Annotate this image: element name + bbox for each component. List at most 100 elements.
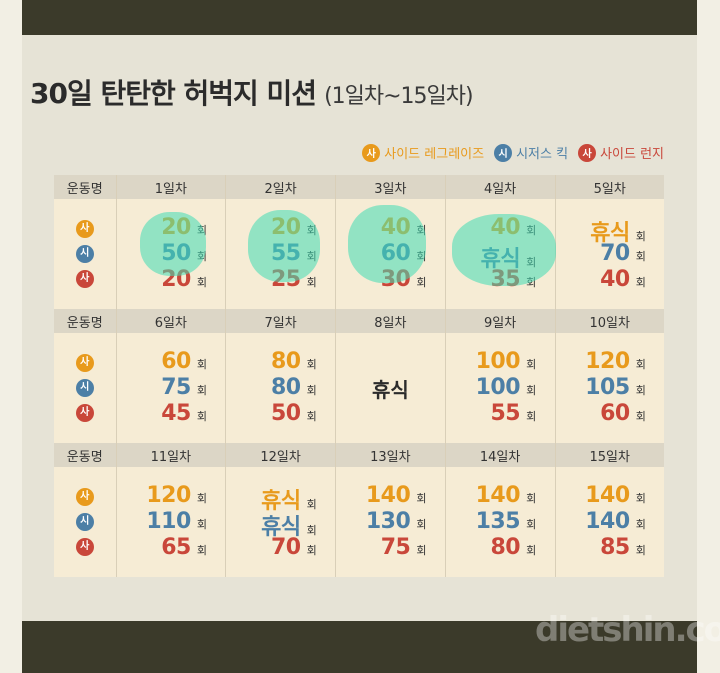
day-header: 3일차 <box>335 175 446 199</box>
day-header: 2일차 <box>225 175 336 199</box>
scissor-kick-badge: 시 <box>494 143 513 162</box>
rep-unit: 회 <box>635 276 646 289</box>
day-header: 7일차 <box>225 309 336 333</box>
rep-unit: 회 <box>635 384 646 397</box>
rep-unit: 회 <box>526 358 537 371</box>
exercise-badge: 사 <box>75 488 94 506</box>
rep-count: 85 <box>600 535 630 560</box>
legend-item-side-lunge: 사 사이드 런지 <box>578 143 664 162</box>
rep-unit: 회 <box>306 544 317 557</box>
day-cell: 80 회 80 회 50 회 <box>225 333 336 443</box>
rep-unit: 회 <box>416 276 427 289</box>
exercise-badge: 사 <box>75 270 94 288</box>
rep-count: 80 <box>490 535 521 560</box>
exercise-header: 운동명 <box>54 175 116 199</box>
rep-count: 120 <box>585 349 630 374</box>
exercise-badge: 시 <box>75 379 94 397</box>
rep-unit: 회 <box>416 518 427 531</box>
day-cell: 휴식 회 70 회 40 회 <box>554 199 664 309</box>
day-cell: 120 회 105 회 60 회 <box>554 333 664 443</box>
rep-unit: 회 <box>526 518 537 531</box>
day-header: 15일차 <box>554 443 664 467</box>
rep-count: 휴식 <box>590 221 630 246</box>
rep-count: 100 <box>475 375 521 400</box>
day-cell: 휴식 회 휴식 회 70 회 <box>225 467 336 577</box>
bottom-bar <box>22 621 697 673</box>
rep-count: 100 <box>475 349 521 374</box>
rep-unit: 회 <box>306 358 317 371</box>
day-header: 13일차 <box>335 443 446 467</box>
rep-count: 120 <box>146 483 191 508</box>
rep-unit: 회 <box>196 358 207 371</box>
exercise-badge: 사 <box>75 404 94 422</box>
day-header: 11일차 <box>115 443 226 467</box>
values-row: 사 시 사 60 회 75 회 45 회 80 회 80 회 50 회 휴식 100 회 100 회 55 회 120 회 10… <box>54 333 664 443</box>
rep-count: 75 <box>380 535 411 560</box>
rep-count: 70 <box>270 535 301 560</box>
day-cell: 140 회 140 회 85 회 <box>554 467 664 577</box>
day-header: 14일차 <box>444 443 555 467</box>
rep-unit: 회 <box>635 492 646 505</box>
rep-unit: 회 <box>635 410 646 423</box>
rep-count: 140 <box>585 509 630 534</box>
rep-unit: 회 <box>306 498 317 511</box>
rep-count: 140 <box>585 483 630 508</box>
rep-unit: 회 <box>526 492 537 505</box>
rep-count: 140 <box>475 483 521 508</box>
top-bar <box>22 0 697 35</box>
exercise-badge: 사 <box>75 538 94 556</box>
rep-count: 65 <box>161 535 191 560</box>
day-header: 5일차 <box>554 175 664 199</box>
day-cell: 100 회 100 회 55 회 <box>444 333 555 443</box>
rep-unit: 회 <box>196 384 207 397</box>
day-header: 12일차 <box>225 443 336 467</box>
legend: 사 사이드 레그레이즈 시 시저스 킥 사 사이드 런지 <box>362 143 664 162</box>
rep-unit: 회 <box>306 384 317 397</box>
day-cell: 140 회 130 회 75 회 <box>335 467 446 577</box>
day-header: 9일차 <box>444 309 555 333</box>
rep-count: 135 <box>475 509 521 534</box>
rep-count: 130 <box>365 509 411 534</box>
rep-unit: 회 <box>306 276 317 289</box>
header-row: 운동명 11일차 12일차 13일차 14일차 15일차 <box>54 443 664 467</box>
rep-count: 60 <box>161 349 191 374</box>
rep-unit: 회 <box>196 276 207 289</box>
highlight-marker <box>140 212 206 276</box>
legend-label: 사이드 런지 <box>600 147 664 162</box>
header-row: 운동명 1일차 2일차 3일차 4일차 5일차 <box>54 175 664 199</box>
day-header: 8일차 <box>335 309 446 333</box>
values-row: 사 시 사 120 회 110 회 65 회 휴식 회 휴식 회 70 회 140 회 130 회 75 회 140 회 13… <box>54 467 664 577</box>
rep-count: 80 <box>270 349 301 374</box>
side-leg-raise-badge: 사 <box>362 143 381 162</box>
rep-unit: 회 <box>416 544 427 557</box>
rep-unit: 회 <box>526 544 537 557</box>
exercise-badge: 사 <box>75 354 94 372</box>
legend-item-side-leg-raise: 사 사이드 레그레이즈 <box>362 143 484 162</box>
highlight-marker <box>348 205 426 283</box>
side-lunge-badge: 사 <box>578 143 597 162</box>
rep-unit: 회 <box>196 492 207 505</box>
exercise-header: 운동명 <box>54 309 116 333</box>
rep-count: 40 <box>600 267 630 292</box>
day-cell: 140 회 135 회 80 회 <box>444 467 555 577</box>
rep-count: 60 <box>600 401 630 426</box>
legend-label: 시저스 킥 <box>516 147 569 162</box>
rep-unit: 회 <box>526 410 537 423</box>
legend-label: 사이드 레그레이즈 <box>384 147 485 162</box>
rep-unit: 회 <box>416 492 427 505</box>
day-header: 4일차 <box>444 175 555 199</box>
rep-unit: 회 <box>635 230 646 243</box>
page-title: 30일 탄탄한 허벅지 미션 (1일차~15일차) <box>30 77 474 110</box>
exercise-header: 운동명 <box>54 443 116 467</box>
highlight-marker <box>248 210 320 282</box>
rest-day-label: 휴식 <box>371 377 409 402</box>
rep-count: 140 <box>365 483 411 508</box>
day-header: 10일차 <box>554 309 664 333</box>
day-cell: 휴식 <box>335 333 446 443</box>
subtitle: (1일차~15일차) <box>324 84 474 109</box>
rep-unit: 회 <box>196 544 207 557</box>
day-header: 6일차 <box>115 309 226 333</box>
